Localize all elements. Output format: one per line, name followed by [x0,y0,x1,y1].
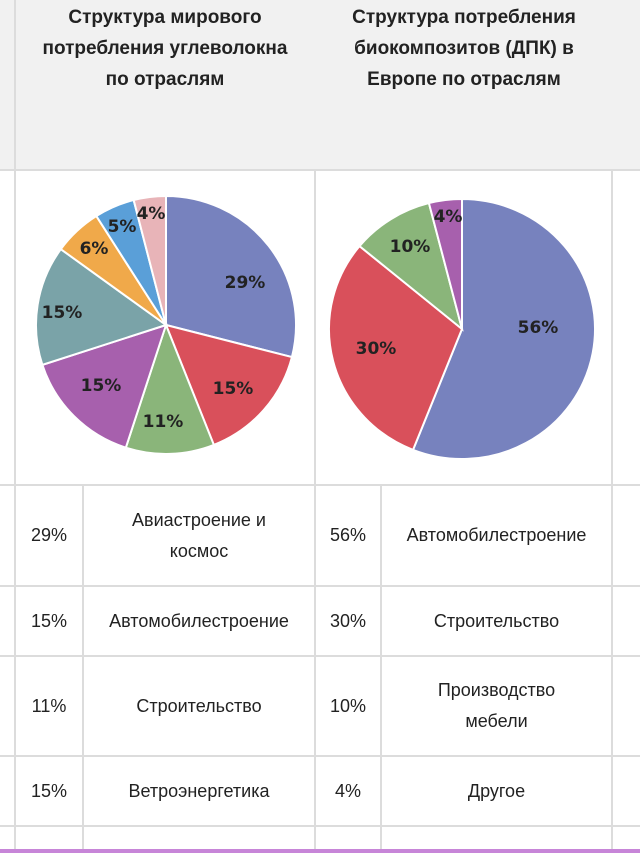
pie-slice [35,247,169,367]
header-cell-left: Структура мирового потребления углеволок… [0,0,330,170]
pie-slice-label: 15% [213,379,254,399]
pie-slice-label: 11% [143,412,184,432]
grid-line-right [611,170,613,853]
header-row: Структура мирового потребления углеволок… [0,0,640,170]
row1-right-percent: 56% [329,525,367,545]
row2-right-percent: 30% [329,610,367,631]
pie-slice-label: 56% [518,318,559,338]
pie-chart-right: 56% 30% 10%4% [328,197,596,460]
row3-right-sector: Производство мебели [437,680,556,731]
pie-slice [328,244,464,452]
pie-slice [132,194,167,326]
grid-line-row2 [0,655,640,657]
row4-left-sector: Ветроэнергетика [128,780,270,801]
pie-slice [427,197,463,330]
pie-slice [411,197,596,460]
row4-left-percent: 15% [30,780,68,801]
chart-row: 29% 15% 11% 15% 15% 6% 5% 4% 56% 30% 10% 4% [0,170,640,485]
pie-chart-left: 29% 15% 11% 15% 15% 6%5%4% [35,194,297,455]
pie-slice-label: 29% [225,273,266,293]
pie-slice [124,322,216,455]
header-right-title: Структура потребления биокомпозитов (ДПК… [352,7,576,90]
grid-line-middle [314,170,316,853]
grid-line-charts [0,484,640,486]
pie-slice-label: 15% [42,303,83,323]
pie-slice [165,194,297,359]
row2-left-percent: 15% [30,610,68,631]
row3-right-percent: 10% [329,695,367,716]
row3-left-percent: 11% [31,695,67,716]
pie-slice [164,323,294,447]
pie-slice-label: 4% [434,207,463,227]
row2-right-sector: Строительство [433,610,560,631]
pie-slice-label: 15% [81,376,122,396]
grid-line-col1 [82,485,84,853]
pie-slice-label: 5% [108,217,137,237]
pie-slice-label: 10% [390,237,431,257]
bottom-accent-bar [0,849,640,853]
grid-line-row4 [0,825,640,827]
grid-line-col3 [380,485,382,853]
grid-line-row1 [0,585,640,587]
row4-right-percent: 4% [334,780,361,801]
row1-left-percent: 29% [30,525,68,545]
row1-right-sector: Автомобилестроение [406,525,587,545]
row4-right-sector: Другое [467,780,526,801]
row3-left-sector: Строительство [136,695,262,716]
pie-slice-label: 6% [80,239,109,259]
header-cell-right: Структура потребления биокомпозитов (ДПК… [316,0,612,170]
grid-line-row3 [0,755,640,757]
grid-line-header [0,169,640,171]
grid-line-left [14,0,16,853]
pie-slice-label: 30% [356,339,397,359]
row1-left-sector: Авиастроение и космос [132,509,266,561]
row2-left-sector: Автомобилестроение [109,610,289,631]
header-left-title: Структура мирового потребления углеволок… [42,7,288,90]
pie-slice-label: 4% [137,204,166,224]
